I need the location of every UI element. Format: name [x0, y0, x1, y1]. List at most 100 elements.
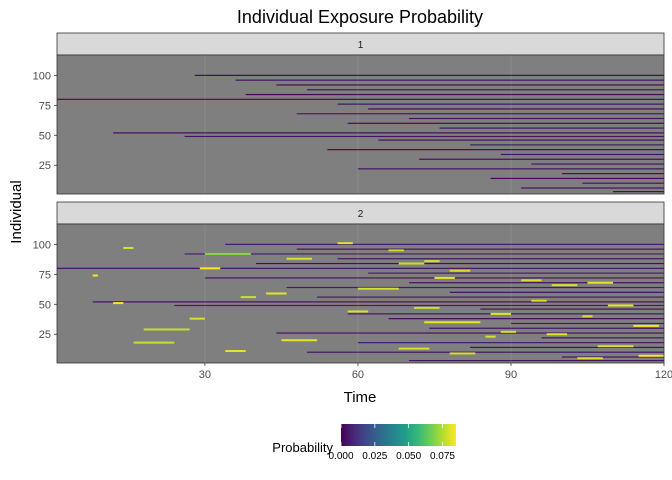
- exposure-row: [337, 103, 664, 105]
- exposure-hotspot: [424, 260, 440, 263]
- exposure-row: [113, 132, 664, 134]
- panel-border: [56, 223, 665, 364]
- exposure-row: [470, 144, 664, 146]
- exposure-row: [337, 258, 664, 260]
- exposure-hotspot: [189, 317, 205, 320]
- x-axis-label: Time: [344, 389, 377, 406]
- exposure-hotspot: [597, 345, 634, 348]
- exposure-hotspot: [434, 276, 455, 279]
- panel-background: [57, 224, 664, 363]
- x-axis-ticks: 30 60 90 120: [199, 363, 672, 381]
- exposure-row: [255, 262, 664, 265]
- exposure-row: [347, 122, 664, 124]
- exposure-hotspot: [485, 335, 496, 338]
- exposure-row: [388, 318, 664, 320]
- exposure-row: [276, 332, 664, 334]
- exposure-hotspot: [225, 350, 246, 353]
- exposure-row: [245, 93, 665, 96]
- exposure-hotspot: [133, 341, 175, 344]
- legend-title: Probability: [272, 440, 333, 455]
- exposure-row: [561, 356, 664, 358]
- exposure-row: [419, 158, 664, 160]
- exposure-row: [204, 277, 664, 279]
- exposure-hotspot: [143, 328, 190, 331]
- legend: Probability 0.000 0.025 0.050 0.075: [272, 424, 456, 462]
- exposure-row: [510, 322, 664, 325]
- x-tick-label: 90: [505, 369, 517, 381]
- exposure-hotspot: [449, 269, 471, 272]
- exposure-hotspot: [92, 274, 98, 277]
- exposure-hotspot: [199, 267, 221, 270]
- exposure-row: [368, 272, 664, 274]
- exposure-row: [429, 327, 664, 329]
- exposure-hotspot: [582, 315, 593, 318]
- facet-panels: 1 25 50 75 100 2 25 50 75 100: [33, 32, 665, 364]
- exposure-hotspot: [398, 262, 425, 265]
- exposure-row: [561, 173, 664, 175]
- legend-tick-label: 0.000: [328, 451, 353, 462]
- legend-tick-label: 0.050: [396, 451, 421, 462]
- exposure-row: [184, 135, 665, 138]
- exposure-row: [449, 291, 664, 293]
- exposure-hotspot: [521, 279, 542, 282]
- exposure-row: [184, 253, 665, 255]
- chart-title: Individual Exposure Probability: [237, 7, 483, 27]
- panel-background: [57, 55, 664, 194]
- exposure-row: [194, 74, 664, 76]
- exposure-row: [368, 108, 664, 110]
- exposure-hotspot: [551, 284, 578, 287]
- exposure-row: [521, 187, 664, 189]
- exposure-hotspot: [266, 292, 287, 295]
- y-tick-label: 75: [39, 100, 51, 112]
- exposure-row: [92, 301, 665, 303]
- panel-border: [56, 54, 665, 195]
- exposure-row: [480, 308, 664, 310]
- exposure-hotspot: [490, 312, 511, 315]
- exposure-row: [317, 296, 664, 298]
- exposure-row: [57, 267, 664, 269]
- legend-tick-label: 0.025: [362, 451, 387, 462]
- y-tick-label: 25: [39, 160, 51, 172]
- exposure-row: [408, 282, 664, 284]
- facet-panel-2: 2 25 50 75 100: [33, 201, 665, 364]
- exposure-hotspot: [449, 352, 476, 355]
- exposure-hotspot: [347, 310, 369, 313]
- exposure-hotspot: [587, 281, 613, 284]
- exposure-hotspot: [424, 321, 481, 324]
- facet-strip-label: 1: [358, 40, 364, 51]
- exposure-hotspot: [357, 287, 399, 290]
- exposure-hotspot: [638, 354, 664, 357]
- exposure-row: [408, 360, 664, 362]
- legend-colorbar: [341, 424, 456, 446]
- exposure-row: [174, 304, 664, 307]
- exposure-row: [612, 191, 664, 193]
- exposure-row: [276, 84, 664, 86]
- exposure-row: [531, 163, 664, 165]
- exposure-hotspot: [388, 249, 404, 252]
- facet-panel-1: 1 25 50 75 100: [33, 32, 665, 195]
- legend-tick-label: 0.075: [430, 451, 455, 462]
- exposure-row: [225, 243, 664, 245]
- exposure-row: [378, 139, 664, 141]
- exposure-row: [306, 89, 664, 91]
- exposure-hotspot: [281, 339, 318, 342]
- exposure-hotspot: [531, 299, 547, 302]
- y-axis-label: Individual: [8, 180, 25, 243]
- exposure-hotspot: [204, 252, 251, 255]
- exposure-row: [306, 351, 664, 353]
- exposure-hotspot: [286, 257, 313, 260]
- exposure-row: [357, 342, 664, 344]
- exposure-row: [408, 117, 664, 120]
- exposure-row: [57, 98, 664, 100]
- exposure-hotspot: [577, 357, 603, 360]
- exposure-row: [541, 337, 664, 339]
- facet-strip-label: 2: [358, 209, 364, 220]
- x-tick-label: 30: [199, 369, 211, 381]
- exposure-hotspot: [337, 242, 353, 245]
- exposure-hotspot: [398, 347, 430, 350]
- x-tick-label: 120: [655, 369, 672, 381]
- y-tick-label: 50: [39, 130, 51, 142]
- legend-ticks: 0.000 0.025 0.050 0.075: [328, 424, 455, 462]
- exposure-hotspot: [414, 306, 440, 309]
